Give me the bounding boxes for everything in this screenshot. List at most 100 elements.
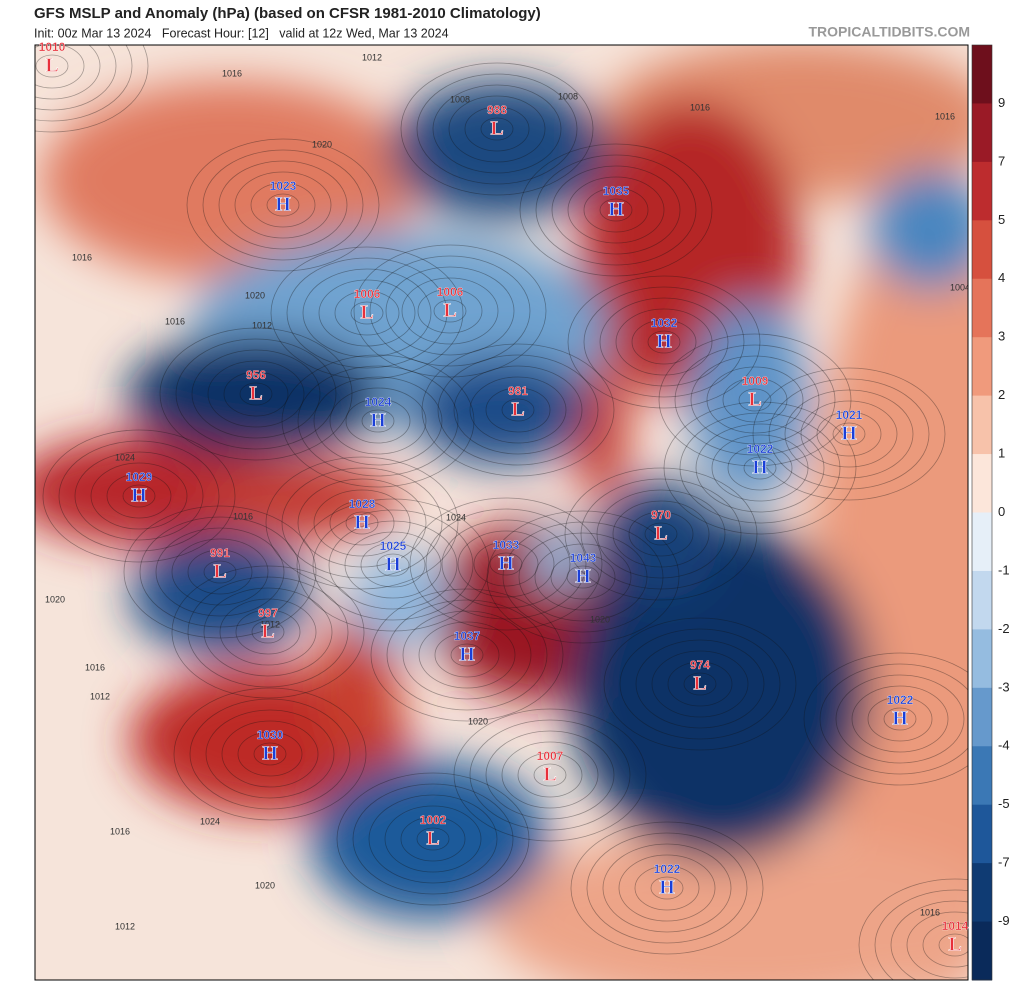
center-pressure: 1022 [747,442,774,456]
isobar [883,707,917,731]
isobar [835,674,965,764]
title: GFS MSLP and Anomaly (hPa) (based on CFS… [34,5,541,22]
isobar [738,388,772,412]
center-pressure: 970 [651,508,671,522]
isobar [350,301,384,325]
isobar [251,620,285,644]
isobar [473,541,539,587]
isobar [489,552,523,576]
isobar [651,650,749,718]
center-pressure: 1023 [270,179,297,193]
isobar [619,628,781,740]
colorbar-label: -5 [998,796,1010,811]
colorbar-swatch [972,220,992,280]
isobar [535,154,697,266]
center-symbol: L [213,561,226,583]
isobar [583,187,649,233]
center-pressure: 1014 [942,919,969,933]
isobar [501,398,535,422]
isobar [418,621,516,689]
map-frame [34,44,969,981]
isobar [634,865,700,911]
isobar [239,382,273,406]
center-pressure: 988 [487,103,507,117]
isobar [480,117,514,141]
colorbar-swatch [972,687,992,747]
isobar [679,412,841,524]
isobar [187,576,349,688]
isobar [313,376,443,466]
isobar [207,360,305,428]
isobar [416,827,450,851]
colorbar-swatch [972,161,992,221]
isobar [450,643,484,667]
isobar [599,198,633,222]
center-symbol: H [841,423,857,445]
anomaly-shading [810,200,968,980]
isobar [421,343,615,477]
isobar [768,378,930,490]
isobar [433,299,467,323]
isobar [35,45,117,111]
colorbar-label: 5 [998,212,1005,227]
isobar [205,709,335,799]
isobar [551,165,681,255]
anomaly-shading [390,80,610,220]
isobar [313,489,411,557]
center-symbol: L [948,934,961,956]
colorbar-label: -7 [998,855,1010,870]
isobar [221,720,319,788]
isobar-label: 1024 [115,452,135,462]
isobar-label: 1012 [90,691,110,701]
center-pressure: 1006 [354,287,381,301]
isobar [123,505,317,639]
isobar [334,290,400,336]
isobar [191,349,321,439]
isobar [803,652,968,786]
colorbar-swatch [972,45,992,104]
center-symbol: L [443,300,456,322]
isobar [922,922,968,968]
isobar [448,95,546,163]
anomaly-shading [870,170,968,290]
isobar-label: 1012 [115,921,135,931]
isobar [784,389,914,479]
colorbar-swatch [972,103,992,163]
anomaly-shading [530,530,590,590]
isobar [58,440,220,552]
center-symbol: H [370,410,386,432]
center-symbol: H [459,644,475,666]
isobar-label: 1004 [950,282,970,292]
anomaly-shading [490,830,968,980]
isobar [437,354,599,466]
center-symbol: L [249,383,262,405]
isobar-label: 1020 [45,594,65,604]
isobar-label: 1016 [165,316,185,326]
isobar [186,138,380,272]
isobar [615,308,713,376]
colorbar-label: 4 [998,270,1005,285]
isobar [35,45,149,133]
isobar-label: 1016 [110,826,130,836]
isobar-label: 1020 [312,139,332,149]
center-symbol: L [543,764,556,786]
isobar [202,149,364,261]
center-pressure: 1022 [887,693,914,707]
isobar-label: 1016 [222,68,242,78]
isobar [570,821,764,955]
isobar [369,255,531,367]
isobar [501,741,599,809]
isobar [35,45,133,122]
isobar [409,497,603,631]
isobar [453,708,647,842]
colorbar-swatch [972,570,992,630]
isobar [567,176,665,244]
isobar [727,445,793,491]
isobar [628,511,694,557]
center-symbol: L [490,118,503,140]
center-pressure: 1030 [257,728,284,742]
center-pressure: 1002 [420,813,447,827]
isobar [580,478,742,590]
isobar [345,398,411,444]
